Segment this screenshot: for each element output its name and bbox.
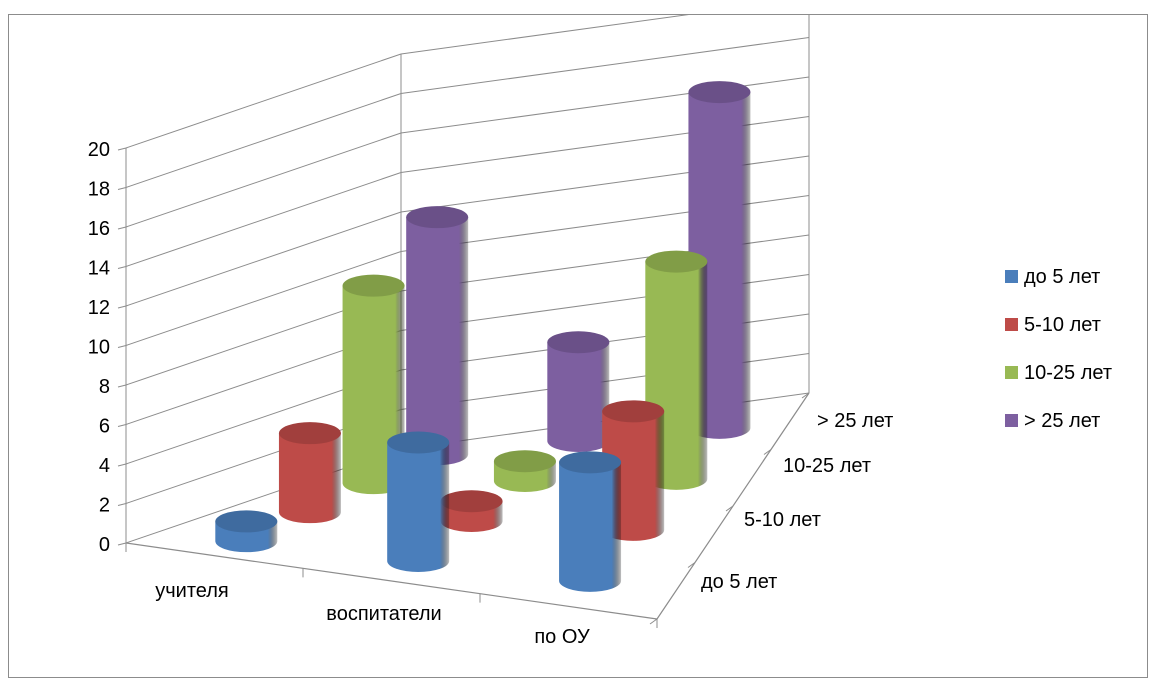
bar [215,510,278,553]
x-axis [125,542,658,620]
y-tick-label: 18 [88,179,110,201]
legend-swatch [1005,366,1018,379]
y-tick [117,463,127,467]
depth-tick [725,505,734,512]
y-tick-label: 8 [99,376,110,398]
depth-tick [687,562,696,568]
chart-axes [117,147,810,628]
y-tick-label: 20 [88,139,110,161]
depth-tick [649,618,658,625]
legend-label: > 25 лет [1024,410,1100,432]
legend-label: 10-25 лет [1024,362,1112,384]
chart-frame: 0 2 4 6 8 10 12 14 16 18 20 учителя воспитатели по ОУ… [8,14,1148,678]
depth-tick-label: 10-25 лет [783,455,871,477]
y-tick-label: 10 [88,337,110,359]
depth-tick-label: > 25 лет [817,410,893,432]
legend-item: > 25 лет [1005,410,1100,432]
y-tick-label: 6 [99,416,110,438]
y-tick-label: 4 [99,455,110,477]
y-tick-label: 0 [99,534,110,556]
y-tick [117,266,127,269]
y-tick [117,345,127,348]
legend-item: 5-10 лет [1005,314,1101,336]
chart-axis-labels: 0 2 4 6 8 10 12 14 16 18 20 учителя воспитатели по ОУ… [88,139,894,648]
y-tick [117,187,127,190]
bar [387,431,450,572]
legend-item: 10-25 лет [1005,362,1112,384]
y-tick-label: 16 [88,218,110,240]
bar [547,331,610,452]
y-tick [117,424,127,427]
x-tick-label: по ОУ [534,626,590,648]
legend-item: до 5 лет [1005,266,1100,288]
legend-label: 5-10 лет [1024,314,1101,336]
y-tick [117,226,127,230]
bar [278,422,341,524]
depth-tick-label: 5-10 лет [744,509,821,531]
y-tick-label: 14 [88,258,110,280]
legend-label: до 5 лет [1024,266,1100,288]
bar [493,450,556,492]
legend-swatch [1005,318,1018,331]
bar [559,451,622,592]
x-tick-label: воспитатели [326,603,441,625]
chart-bars [215,81,751,592]
y-tick [117,503,127,506]
chart-legend: до 5 лет 5-10 лет 10-25 лет > 25 лет [1005,266,1112,432]
depth-tick [801,392,810,399]
y-tick [117,305,127,309]
y-tick-label: 2 [99,495,110,517]
y-tick-label: 12 [88,297,110,319]
y-tick [117,147,127,151]
bar [440,490,503,532]
depth-tick-label: до 5 лет [701,571,777,593]
depth-tick [763,449,772,455]
legend-swatch [1005,414,1018,427]
y-tick [117,384,127,388]
legend-swatch [1005,270,1018,283]
x-tick-label: учителя [155,580,229,602]
y-tick [117,542,127,546]
chart-plot: 0 2 4 6 8 10 12 14 16 18 20 учителя воспитатели по ОУ… [88,15,1112,648]
bar [406,206,469,466]
